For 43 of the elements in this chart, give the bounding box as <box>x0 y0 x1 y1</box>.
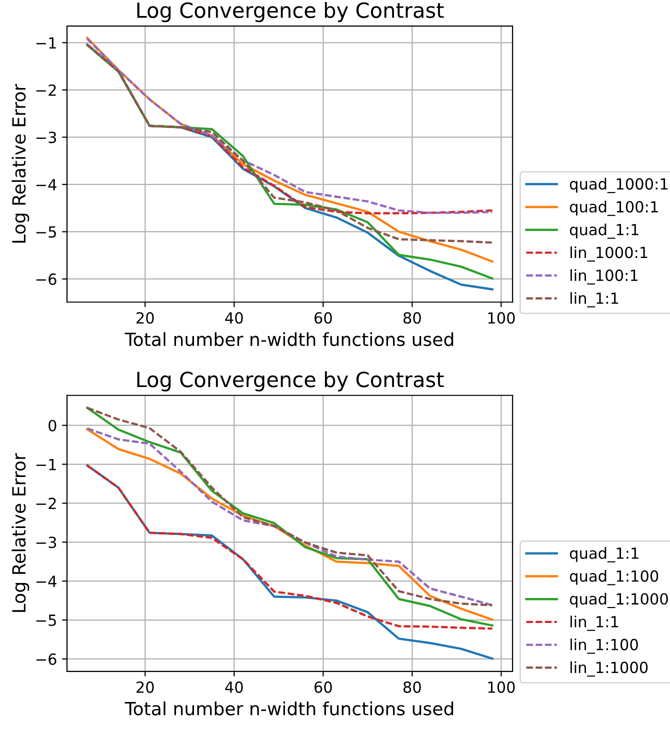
legend-label: lin_1:1 <box>570 292 618 308</box>
legend-label: quad_1:1 <box>570 547 638 562</box>
x-tick-label: 80 <box>403 312 421 324</box>
x-tick-label: 40 <box>225 681 243 693</box>
y-tick-label: −1 <box>36 37 56 48</box>
y-tick-label: 0 <box>48 420 56 432</box>
legend-label: quad_100:1 <box>570 200 658 216</box>
chart-title: Log Convergence by Contrast <box>137 2 444 22</box>
x-axis-title: Total number n-width functions used <box>124 701 454 716</box>
y-tick-label: −3 <box>36 536 56 548</box>
legend-label: lin_100:1 <box>570 269 638 284</box>
x-tick-label: 100 <box>488 681 515 693</box>
line-series <box>86 464 494 660</box>
y-tick-label: −2 <box>36 84 56 96</box>
x-tick-label: 40 <box>225 312 243 324</box>
x-tick-label: 60 <box>314 312 332 324</box>
legend-label: quad_1:1 <box>570 224 638 239</box>
y-axis-title: Log Relative Error <box>12 453 30 612</box>
y-tick-label: −4 <box>36 576 56 587</box>
legend-label: lin_1:100 <box>570 638 638 654</box>
y-tick-label: −6 <box>36 653 56 665</box>
y-tick-label: −5 <box>36 226 56 238</box>
y-axis-title: Log Relative Error <box>12 84 30 243</box>
legend-label: quad_1000:1 <box>570 178 668 194</box>
y-tick-label: −2 <box>36 498 56 510</box>
x-tick-label: 60 <box>314 681 332 693</box>
y-tick-label: −6 <box>36 273 56 285</box>
line-series <box>86 464 494 630</box>
x-tick-label: 20 <box>136 681 154 693</box>
chart-title: Log Convergence by Contrast <box>137 371 444 392</box>
x-tick-label: 80 <box>403 681 421 693</box>
y-tick-label: −3 <box>36 132 56 144</box>
legend-label: quad_1:100 <box>570 570 658 586</box>
legend-label: lin_1:1 <box>570 616 618 631</box>
x-tick-label: 100 <box>488 312 515 324</box>
y-tick-label: −1 <box>36 458 56 470</box>
x-tick-label: 20 <box>136 312 154 324</box>
legend-label: quad_1:1000 <box>570 592 668 608</box>
legend-label: lin_1:1000 <box>570 661 648 677</box>
y-tick-label: −5 <box>36 614 56 626</box>
x-axis-title: Total number n-width functions used <box>124 332 454 346</box>
legend-label: lin_1000:1 <box>570 246 648 262</box>
y-tick-label: −4 <box>36 179 56 190</box>
